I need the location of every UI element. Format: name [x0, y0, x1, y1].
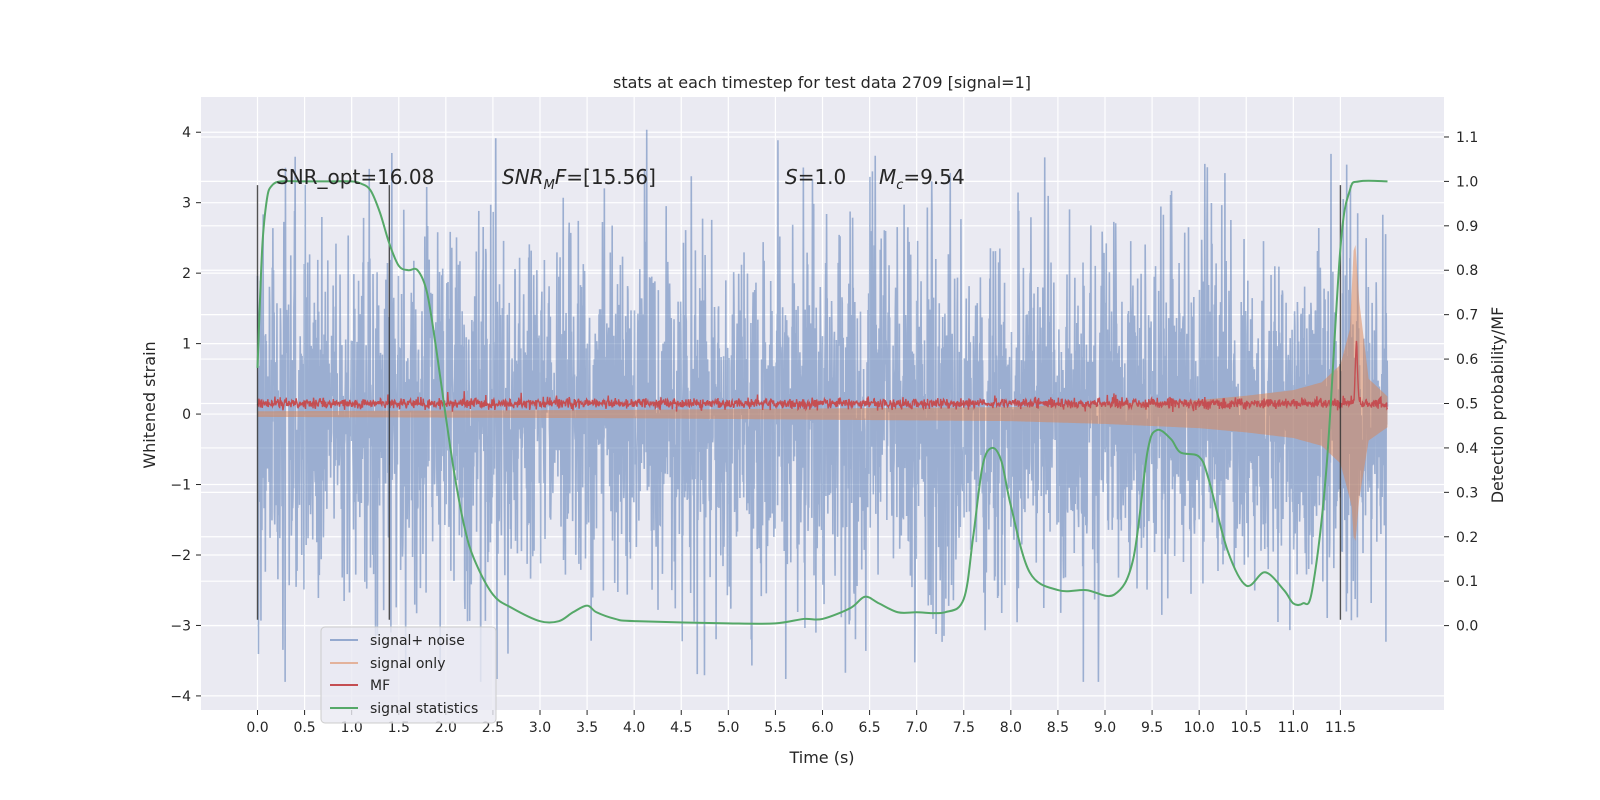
y2-tick-label: 0.9: [1456, 219, 1478, 235]
x-tick-label: 10.0: [1184, 720, 1215, 736]
x-tick-label: 1.0: [341, 720, 363, 736]
y2-tick-label: 1.0: [1456, 174, 1478, 190]
x-tick-label: 4.0: [623, 720, 645, 736]
x-tick-label: 0.5: [293, 720, 315, 736]
y-axis-label: Whitened strain: [140, 341, 159, 468]
x-tick-label: 9.0: [1094, 720, 1116, 736]
y2-tick-label: 0.2: [1456, 530, 1478, 546]
y-tick-label: 0: [182, 407, 191, 423]
x-tick-label: 8.5: [1047, 720, 1069, 736]
y2-tick-label: 0.0: [1456, 619, 1478, 635]
y-tick-label: −2: [170, 548, 191, 564]
axis-ticks: 0.0 0.5 1.0 1.5 2.0 2.5 3.0 3.5 4.0 4.5 5.0 5.5 6.0 6…: [170, 125, 1478, 736]
legend-box: [320, 626, 497, 724]
x-tick-label: 6.5: [858, 720, 880, 736]
y2-tick-label: 0.7: [1456, 308, 1478, 324]
series-mf: [256, 340, 1389, 413]
x-tick-label: 7.0: [906, 720, 928, 736]
y-tick-label: 4: [182, 125, 191, 141]
legend-label-signal-statistics: signal statistics: [370, 701, 478, 717]
x-tick-label: 2.0: [435, 720, 457, 736]
snr-mf-subscript: M: [544, 178, 555, 193]
x-tick-label: 0.0: [246, 720, 268, 736]
mc-value: =9.54: [903, 165, 964, 189]
annotation-snr-mf: SNRMF=[15.56]: [502, 165, 656, 193]
series-signal-plus-noise: [256, 129, 1389, 682]
y-tick-label: −4: [170, 689, 191, 705]
mc-subscript: c: [896, 178, 903, 193]
x-tick-label: 6.0: [811, 720, 833, 736]
x-tick-label: 5.0: [717, 720, 739, 736]
x-tick-label: 2.5: [482, 720, 504, 736]
y2-tick-label: 0.6: [1456, 352, 1478, 368]
x-tick-label: 4.5: [670, 720, 692, 736]
annotation-snr-opt: SNR_opt=16.08: [276, 165, 434, 189]
x-tick-label: 3.5: [576, 720, 598, 736]
y-tick-label: −1: [170, 478, 191, 494]
s-var: S: [785, 165, 798, 189]
x-tick-label: 11.0: [1278, 720, 1309, 736]
x-tick-label: 1.5: [388, 720, 410, 736]
chart-title: stats at each timestep for test data 270…: [613, 73, 1031, 92]
legend: signal+ noise signal only MF signal stat…: [320, 626, 497, 724]
x-tick-label: 10.5: [1231, 720, 1262, 736]
series-signal-statistics: [256, 179, 1388, 625]
mc-var: M: [879, 165, 896, 189]
legend-label-signal-noise: signal+ noise: [370, 633, 465, 649]
y2-tick-label: 0.4: [1456, 441, 1478, 457]
x-tick-label: 9.5: [1141, 720, 1163, 736]
y-tick-label: 3: [182, 196, 191, 212]
x-tick-label: 5.5: [764, 720, 786, 736]
y2-tick-label: 1.1: [1456, 130, 1478, 146]
y2-tick-label: 0.5: [1456, 397, 1478, 413]
x-tick-label: 7.5: [953, 720, 975, 736]
y2-tick-label: 0.8: [1456, 263, 1478, 279]
snr-mf-var: SNR: [502, 165, 544, 189]
annotation-s: S=1.0: [785, 165, 846, 189]
x-tick-label: 3.0: [529, 720, 551, 736]
x-tick-label: 8.0: [1000, 720, 1022, 736]
snr-mf-f: F: [555, 165, 567, 189]
y2-tick-label: 0.1: [1456, 574, 1478, 590]
y2-tick-label: 0.3: [1456, 485, 1478, 501]
x-axis-label: Time (s): [788, 748, 854, 767]
legend-label-signal-only: signal only: [370, 656, 445, 672]
annotation-mc: Mc=9.54: [879, 165, 965, 193]
snr-mf-value: =[15.56]: [566, 165, 656, 189]
legend-label-mf: MF: [370, 678, 390, 694]
series-layer: [256, 129, 1389, 682]
s-value: =1.0: [798, 165, 847, 189]
y-tick-label: 2: [182, 266, 191, 282]
x-tick-label: 11.5: [1325, 720, 1356, 736]
y-tick-label: −3: [170, 618, 191, 634]
y2-axis-label: Detection probability/MF: [1488, 307, 1507, 504]
y-tick-label: 1: [182, 337, 191, 353]
